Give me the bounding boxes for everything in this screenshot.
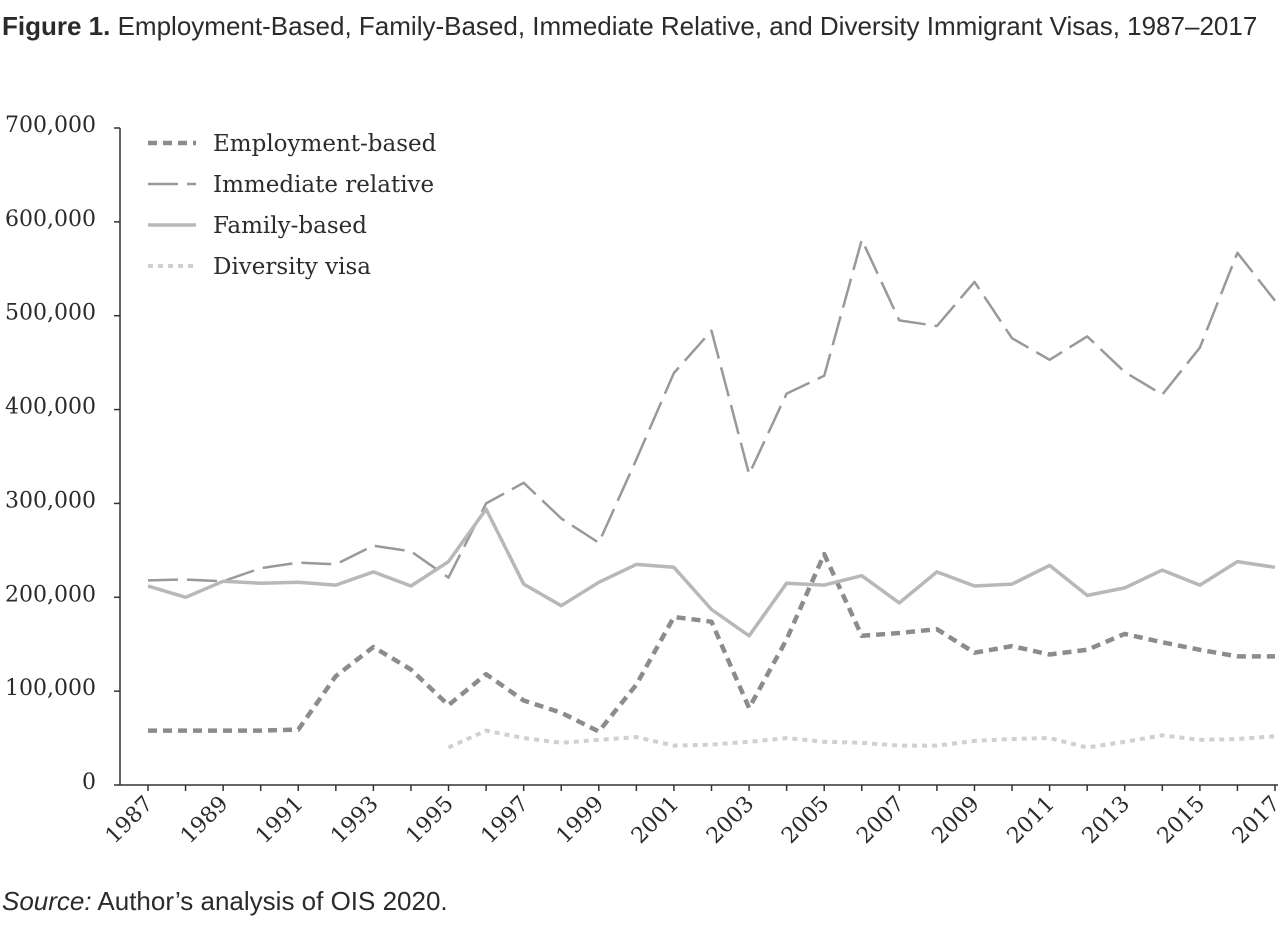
chart-legend: Employment-based Immediate relative Family… [148, 131, 437, 280]
y-tick-label: 100,000 [5, 676, 96, 701]
chart-axes: 0 100,000 200,000 300,000 400,000 500,000 600,… [5, 113, 1280, 849]
x-tick-label: 1989 [176, 792, 233, 849]
x-tick-label: 1991 [251, 792, 308, 849]
x-tick-label: 2011 [1003, 792, 1060, 849]
x-tick-label: 1987 [101, 792, 158, 849]
x-tick-label: 2005 [777, 792, 834, 849]
x-tick-label: 1999 [552, 792, 609, 849]
figure-title: Figure 1. Employment-Based, Family-Based… [2, 6, 1278, 46]
x-tick-label: 2013 [1078, 792, 1135, 849]
x-tick-label: 1995 [402, 792, 459, 849]
series-line-immediate-relative [147, 238, 1276, 583]
legend-label-immediate-relative: Immediate relative [213, 172, 434, 198]
y-tick-label: 400,000 [5, 395, 96, 420]
legend-label-family-based: Family-based [213, 213, 367, 239]
series-line-employment-based [148, 551, 1275, 734]
y-tick-label: 300,000 [5, 488, 96, 513]
series-line-family-based [147, 507, 1276, 638]
x-tick-label: 2003 [702, 792, 759, 849]
y-tick-label: 600,000 [5, 207, 96, 232]
x-tick-label: 1997 [477, 792, 534, 849]
y-tick-label: 200,000 [5, 582, 96, 607]
x-tick-label: 2015 [1153, 792, 1210, 849]
y-tick-label: 0 [82, 770, 96, 795]
chart-series [147, 238, 1276, 750]
source-text: Author’s analysis of OIS 2020. [97, 886, 448, 916]
x-tick-label: 2007 [852, 792, 909, 849]
series-line-diversity-visa [447, 728, 1276, 750]
source-note: Source: Author’s analysis of OIS 2020. [2, 886, 448, 917]
y-tick-label: 500,000 [5, 301, 96, 326]
legend-label-employment-based: Employment-based [213, 131, 437, 157]
x-tick-label: 2009 [927, 792, 984, 849]
x-tick-label: 1993 [326, 792, 383, 849]
x-tick-label: 2017 [1228, 792, 1280, 849]
legend-label-diversity-visa: Diversity visa [213, 254, 371, 280]
figure-title-label: Figure 1. [2, 11, 111, 41]
y-tick-label: 700,000 [5, 113, 96, 138]
figure-title-text: Employment-Based, Family-Based, Immediat… [117, 11, 1258, 41]
source-label: Source: [2, 886, 92, 916]
x-tick-label: 2001 [627, 792, 684, 849]
